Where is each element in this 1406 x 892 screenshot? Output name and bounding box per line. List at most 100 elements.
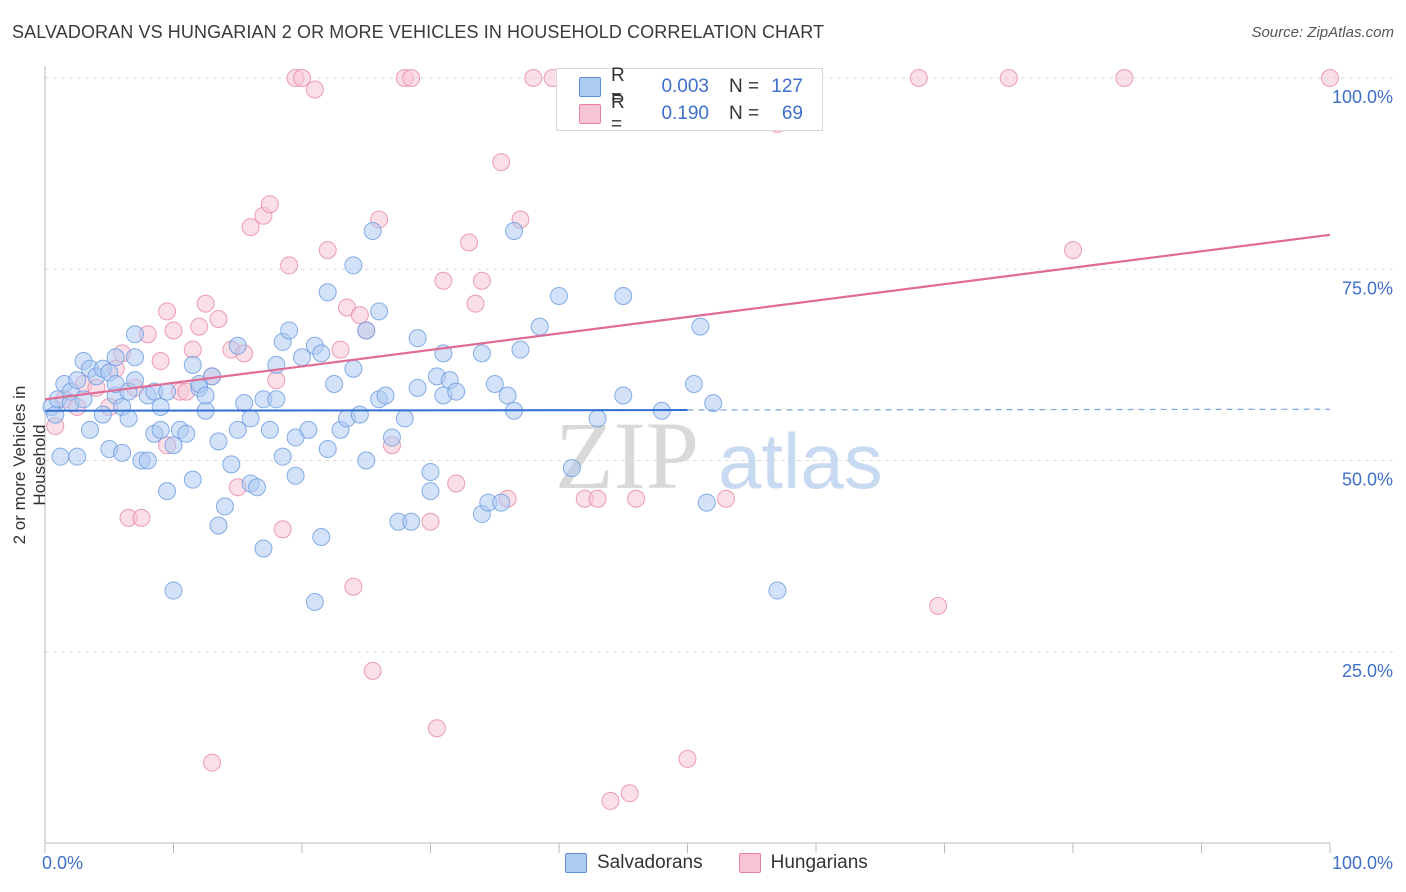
legend-label-hungarians: Hungarians <box>770 852 868 873</box>
hungarians-point <box>421 512 440 531</box>
hungarians-point <box>434 271 453 290</box>
salvadorans-point <box>183 470 202 489</box>
stats-legend: R = 0.003 N = 127 R = 0.190 N = 69 <box>556 65 823 135</box>
hungarians-point <box>132 508 151 527</box>
salvadorans-point <box>357 321 376 340</box>
hungarians-point <box>402 69 421 87</box>
legend-swatch-hungarians <box>579 104 601 124</box>
y-tick-label: 25.0% <box>1342 661 1393 681</box>
salvadorans-point <box>312 528 331 546</box>
salvadorans-point <box>408 329 427 348</box>
salvadorans-point <box>768 581 787 600</box>
legend-label-salvadorans: Salvadorans <box>597 852 703 873</box>
salvadorans-point <box>113 443 132 462</box>
legend-row-hungarians: R = 0.190 N = 69 <box>579 92 803 135</box>
hungarians-point <box>196 294 215 313</box>
salvadorans-point <box>80 420 99 439</box>
legend-swatch-salvadorans <box>565 853 587 873</box>
grid-lines <box>45 77 1395 653</box>
salvadorans-point <box>447 382 466 401</box>
salvadorans-point <box>511 340 530 359</box>
hungarians-point <box>267 371 286 390</box>
hungarians-point <box>183 340 202 359</box>
hungarians-point <box>1064 241 1082 260</box>
salvadorans-point <box>402 512 421 531</box>
salvadorans-point <box>550 287 568 306</box>
salvadorans-point <box>106 348 125 367</box>
salvadorans-point <box>68 447 87 466</box>
hungarians-point <box>909 69 928 87</box>
salvadorans-point <box>318 440 337 459</box>
salvadorans-point <box>151 397 170 416</box>
salvadorans-point <box>312 344 331 363</box>
salvadorans-point <box>183 355 202 374</box>
salvadorans-point <box>125 325 144 344</box>
salvadorans-point <box>395 409 414 428</box>
salvadorans-point <box>614 287 633 306</box>
salvadorans-point <box>350 405 369 424</box>
salvadorans-point <box>248 478 267 497</box>
salvadorans-trend-line <box>44 409 688 412</box>
legend-r-value: 0.190 <box>661 103 709 124</box>
hungarians-point <box>427 719 446 738</box>
salvadorans-point <box>209 432 228 451</box>
hungarians-point <box>203 753 222 772</box>
hungarians-point <box>305 80 324 99</box>
salvadorans-point <box>241 409 260 428</box>
legend-n-value: 127 <box>771 76 803 97</box>
salvadorans-point <box>222 455 241 474</box>
salvadorans-point <box>421 482 440 501</box>
salvadorans-point <box>588 409 607 428</box>
hungarians-point <box>151 352 170 371</box>
tick-labels: 25.0% 50.0% 75.0% 100.0% 0.0% 100.0% <box>42 87 1393 873</box>
salvadorans-point <box>614 386 633 405</box>
hungarians-point <box>241 218 260 237</box>
salvadorans-point <box>286 466 305 485</box>
legend-item-hungarians[interactable]: Hungarians <box>738 852 868 874</box>
salvadorans-point <box>235 394 254 413</box>
hungarians-point <box>472 271 491 290</box>
salvadorans-point <box>151 420 170 439</box>
salvadorans-point <box>228 336 247 355</box>
salvadorans-point <box>209 516 228 535</box>
salvadorans-point <box>318 283 337 302</box>
watermark: ZIP atlas <box>555 402 883 509</box>
legend-row-salvadorans: R = 0.003 N = 127 <box>579 65 803 108</box>
salvadorans-point <box>363 222 382 240</box>
salvadorans-trend-extension <box>687 408 1331 411</box>
legend-item-salvadorans[interactable]: Salvadorans <box>565 852 703 874</box>
legend-r-label: R = <box>611 92 625 135</box>
hungarians-point <box>524 69 543 87</box>
salvadorans-point <box>704 394 723 413</box>
salvadorans-point <box>408 378 427 397</box>
hungarians-point <box>717 489 736 508</box>
hungarians-point <box>627 489 646 508</box>
salvadorans-point <box>196 386 215 405</box>
hungarians-point <box>331 340 350 359</box>
y-tick-label: 75.0% <box>1342 278 1393 298</box>
salvadorans-point <box>158 482 177 501</box>
hungarians-point <box>164 321 183 340</box>
hungarians-point <box>460 233 479 252</box>
salvadorans-point <box>697 493 716 512</box>
salvadorans-point <box>273 447 292 466</box>
salvadorans-point <box>370 302 389 321</box>
salvadorans-point <box>93 405 112 424</box>
chart-source: Source: ZipAtlas.com <box>1251 24 1394 41</box>
salvadorans-point <box>357 451 376 470</box>
hungarians-point <box>209 309 228 328</box>
hungarians-point <box>273 520 292 539</box>
hungarians-point <box>492 153 511 172</box>
watermark-atlas: atlas <box>718 417 883 505</box>
watermark-zip: ZIP <box>555 402 699 509</box>
x-tick-label: 0.0% <box>42 853 83 873</box>
hungarians-point <box>588 489 607 508</box>
salvadorans-point <box>68 371 87 390</box>
salvadorans-point <box>164 436 183 455</box>
hungarians-point <box>293 69 311 87</box>
hungarians-point <box>318 241 337 260</box>
salvadorans-point <box>119 409 138 428</box>
hungarians-point <box>466 294 485 313</box>
legend-n-value: 69 <box>781 103 803 124</box>
